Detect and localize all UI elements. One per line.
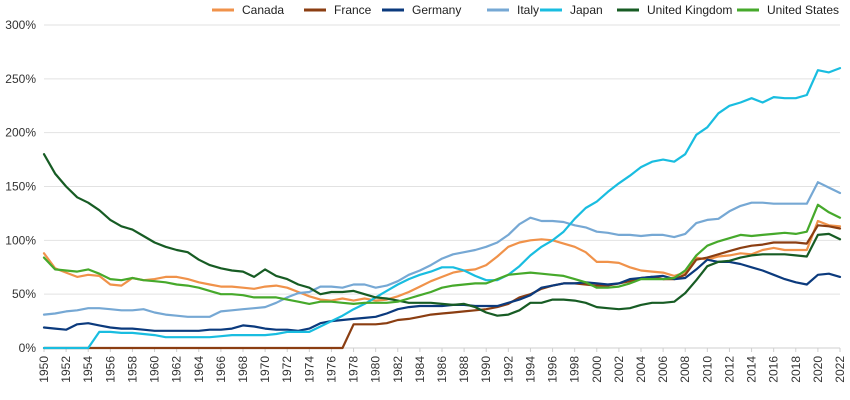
x-tick-label: 1968 bbox=[236, 356, 250, 383]
x-tick-label: 1994 bbox=[523, 356, 537, 383]
x-tick-label: 1990 bbox=[479, 356, 493, 383]
x-tick-label: 1998 bbox=[568, 356, 582, 383]
series-lines bbox=[42, 66, 842, 350]
x-tick-label: 1962 bbox=[170, 356, 184, 383]
legend-label: Canada bbox=[242, 3, 284, 17]
x-tick-label: 1992 bbox=[501, 356, 515, 383]
x-tick-label: 1972 bbox=[280, 356, 294, 383]
x-tick-label: 1966 bbox=[214, 356, 228, 383]
series-line-united-states bbox=[42, 203, 842, 305]
legend: Canada France Germany Italy Japan United King… bbox=[212, 3, 839, 17]
series-line-italy bbox=[42, 181, 842, 318]
x-tick-label: 2008 bbox=[678, 356, 692, 383]
x-tick-label: 1970 bbox=[258, 356, 272, 383]
legend-label: France bbox=[334, 3, 372, 17]
x-tick-label: 1984 bbox=[413, 356, 427, 383]
x-tick-label: 2014 bbox=[745, 356, 759, 383]
x-tick-label: 1952 bbox=[59, 356, 73, 383]
legend-label: Japan bbox=[570, 3, 603, 17]
x-tick-label: 1950 bbox=[37, 356, 51, 383]
x-tick-label: 1954 bbox=[81, 356, 95, 383]
x-tick-label: 2012 bbox=[722, 356, 736, 383]
legend-label: Italy bbox=[517, 3, 539, 17]
x-tick-label: 1956 bbox=[103, 356, 117, 383]
legend-label: United Kingdom bbox=[647, 3, 732, 17]
x-tick-label: 1976 bbox=[324, 356, 338, 383]
x-tick-label: 1958 bbox=[125, 356, 139, 383]
y-tick-label: 50% bbox=[12, 287, 36, 301]
y-tick-label: 0% bbox=[19, 341, 37, 355]
series-line-france bbox=[42, 224, 842, 350]
y-tick-label: 250% bbox=[5, 72, 36, 86]
x-tick-label: 1960 bbox=[148, 356, 162, 383]
legend-item-japan: Japan bbox=[540, 3, 603, 17]
x-tick-label: 1974 bbox=[302, 356, 316, 383]
legend-item-germany: Germany bbox=[382, 3, 461, 17]
y-tick-label: 300% bbox=[5, 18, 36, 32]
x-tick-label: 1982 bbox=[391, 356, 405, 383]
x-tick-label: 1964 bbox=[192, 356, 206, 383]
legend-item-italy: Italy bbox=[487, 3, 539, 17]
x-tick-label: 2018 bbox=[789, 356, 803, 383]
series-line-germany bbox=[42, 258, 842, 332]
legend-item-canada: Canada bbox=[212, 3, 284, 17]
x-tick-label: 1986 bbox=[435, 356, 449, 383]
x-tick-label: 1996 bbox=[546, 356, 560, 383]
x-tick-label: 2004 bbox=[634, 356, 648, 383]
x-tick-label: 2022 bbox=[833, 356, 847, 383]
series-line-japan bbox=[42, 66, 842, 350]
legend-item-france: France bbox=[304, 3, 372, 17]
x-tick-label: 1988 bbox=[457, 356, 471, 383]
legend-label: Germany bbox=[412, 3, 461, 17]
legend-item-united-kingdom: United Kingdom bbox=[617, 3, 732, 17]
x-tick-label: 2010 bbox=[700, 356, 714, 383]
series-line-united-kingdom bbox=[42, 153, 842, 317]
x-tick-label: 2016 bbox=[767, 356, 781, 383]
axes: 0% 50% 100% 150% 200% 250% 300% 1950 1952 1954 195… bbox=[5, 18, 847, 383]
x-tick-label: 1980 bbox=[369, 356, 383, 383]
x-tick-label: 2000 bbox=[590, 356, 604, 383]
x-tick-label: 2002 bbox=[612, 356, 626, 383]
x-tick-label: 2006 bbox=[656, 356, 670, 383]
legend-label: United States bbox=[767, 3, 839, 17]
y-tick-label: 100% bbox=[5, 233, 36, 247]
grid bbox=[44, 24, 840, 349]
x-tick-label: 2020 bbox=[811, 356, 825, 383]
y-tick-label: 200% bbox=[5, 126, 36, 140]
y-tick-label: 150% bbox=[5, 180, 36, 194]
legend-item-united-states: United States bbox=[737, 3, 839, 17]
x-tick-label: 1978 bbox=[347, 356, 361, 383]
